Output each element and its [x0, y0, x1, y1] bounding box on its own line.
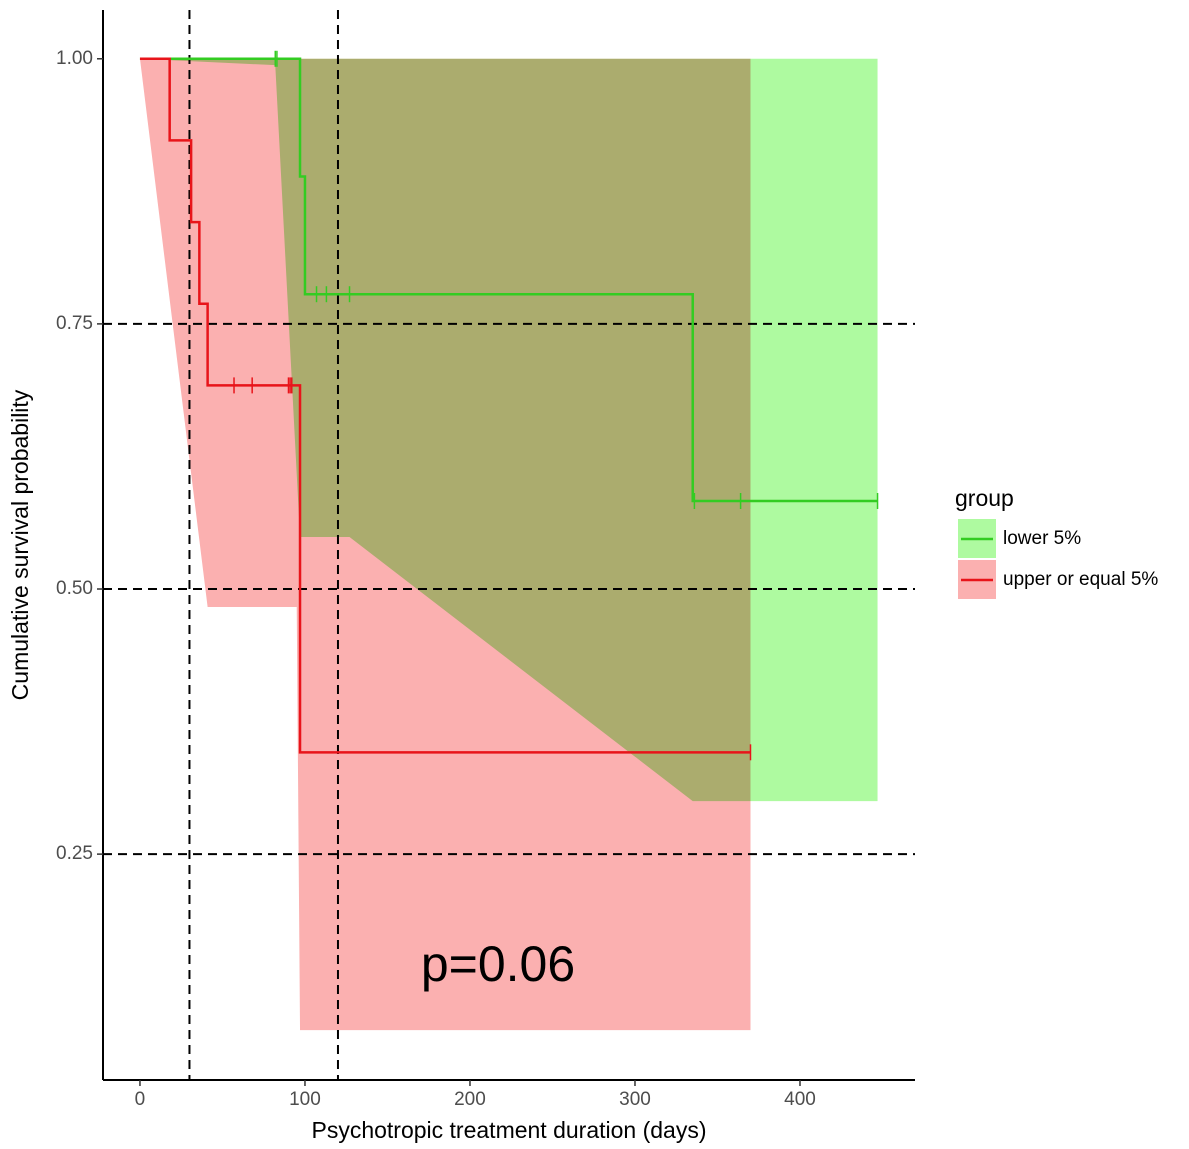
x-tick-label: 100	[289, 1089, 321, 1110]
x-tick-label: 0	[135, 1089, 146, 1110]
y-axis-title: Cumulative survival probability	[7, 389, 33, 700]
legend-title: group	[955, 485, 1014, 511]
legend-label: lower 5%	[1003, 528, 1081, 549]
x-tick-label: 300	[619, 1089, 651, 1110]
annotation: p=0.06	[421, 936, 575, 992]
y-tick-label: 1.00	[56, 48, 93, 69]
y-tick-label: 0.25	[56, 843, 93, 864]
legend-label: upper or equal 5%	[1003, 569, 1158, 590]
survival-curve	[139, 57, 878, 503]
x-tick-label: 400	[784, 1089, 816, 1110]
survival-curve	[139, 57, 751, 754]
y-tick-label: 0.75	[56, 313, 93, 334]
y-tick-label: 0.50	[56, 578, 93, 599]
x-tick-label: 200	[454, 1089, 486, 1110]
x-axis-title: Psychotropic treatment duration (days)	[311, 1117, 706, 1143]
confidence-band	[139, 58, 751, 1031]
